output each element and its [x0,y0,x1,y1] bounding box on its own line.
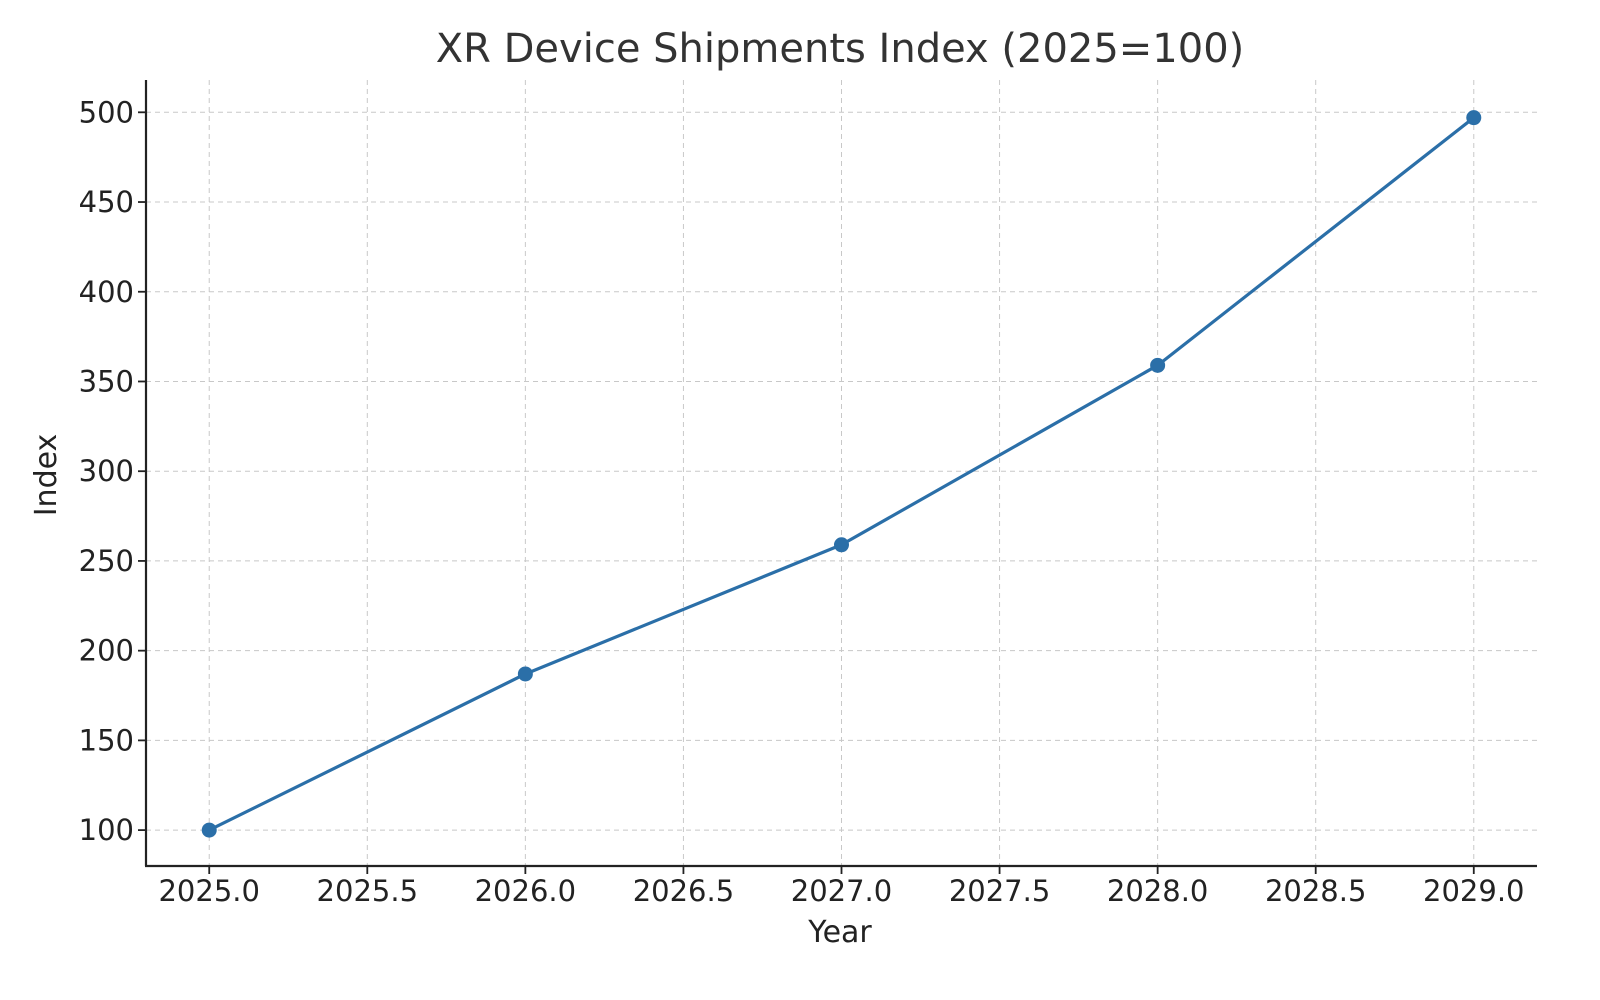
x-tick-label: 2027.5 [949,874,1050,908]
series [201,110,1482,838]
data-point [201,822,217,838]
y-tick-label: 200 [79,634,134,668]
x-tick-label: 2028.0 [1107,874,1208,908]
x-tick-label: 2026.5 [633,874,734,908]
chart-title: XR Device Shipments Index (2025=100) [436,26,1245,72]
tick-marks: 2025.0 2025.5 2026.0 2026.5 2027.0 2027.5 2028… [79,95,1525,908]
x-tick-label: 2028.5 [1265,874,1366,908]
y-tick-label: 300 [79,454,134,488]
y-tick-label: 250 [79,544,134,578]
x-tick-label: 2025.0 [158,874,259,908]
x-tick-label: 2029.0 [1423,874,1524,908]
y-tick-label: 450 [79,185,134,219]
y-axis-label: Index [29,434,64,517]
y-tick-label: 400 [79,275,134,309]
data-point [834,537,849,553]
y-tick-label: 500 [79,95,134,129]
data-point [1150,357,1166,373]
y-tick-label: 100 [79,813,134,847]
data-point [1466,110,1482,126]
grid-lines [146,80,1537,866]
x-tick-label: 2025.5 [317,874,418,908]
data-point [517,666,533,682]
y-tick-label: 350 [79,364,134,398]
x-tick-label: 2027.0 [791,874,892,908]
x-tick-label: 2026.0 [475,874,576,908]
y-tick-label: 150 [79,723,134,757]
x-axis-label: Year [807,915,872,950]
